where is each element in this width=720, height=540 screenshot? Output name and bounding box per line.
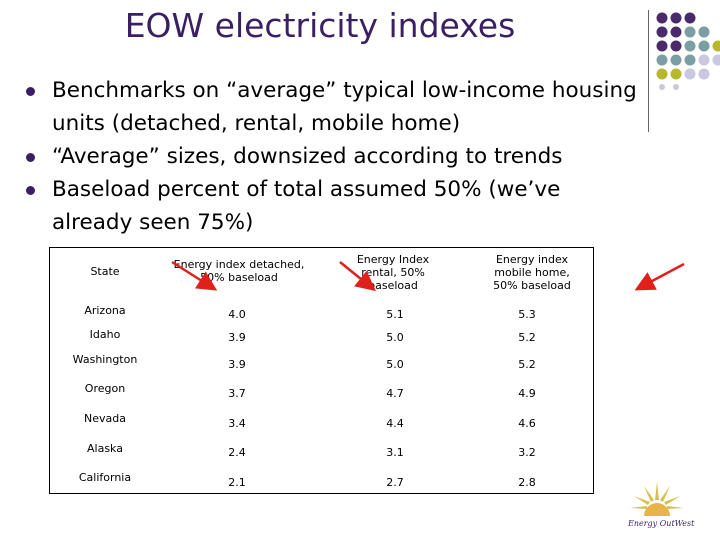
row-state: Alaska	[87, 442, 123, 455]
header-mobile: Energy index mobile home, 50% baseload	[493, 253, 571, 292]
row-detached: 2.4	[228, 446, 246, 459]
row-mobile: 4.6	[518, 417, 536, 430]
row-rental: 4.4	[386, 417, 404, 430]
header-state: State	[90, 265, 120, 278]
data-table: State Energy index detached, 50% baseloa…	[49, 247, 594, 494]
row-rental: 2.7	[386, 476, 404, 489]
row-mobile: 3.2	[518, 446, 536, 459]
logo-text: Energy OutWest	[628, 519, 695, 528]
row-detached: 4.0	[228, 308, 246, 321]
bullet-dot-icon	[26, 153, 35, 162]
row-rental: 3.1	[386, 446, 404, 459]
bullet-item: Baseload percent of total assumed 50% (w…	[22, 173, 642, 239]
bullet-item: “Average” sizes, downsized according to …	[22, 140, 642, 173]
decorative-dots-icon	[656, 12, 720, 90]
header-detached: Energy index detached, 50% baseload	[173, 258, 305, 284]
row-mobile: 2.8	[518, 476, 536, 489]
row-detached: 3.4	[228, 417, 246, 430]
header-rental: Energy Index rental, 50% baseload	[356, 253, 430, 292]
arrow-rental-icon	[339, 261, 376, 292]
row-state: Arizona	[84, 304, 126, 317]
sun-logo-icon	[630, 482, 684, 516]
row-state: Nevada	[84, 412, 126, 425]
row-rental: 5.0	[386, 331, 404, 344]
bullet-list: Benchmarks on “average” typical low-inco…	[22, 74, 642, 239]
bullet-text: Benchmarks on “average” typical low-inco…	[52, 78, 637, 136]
row-rental: 4.7	[386, 387, 404, 400]
slide-title: EOW electricity indexes	[124, 6, 516, 45]
row-detached: 3.9	[228, 331, 246, 344]
row-mobile: 5.3	[518, 308, 536, 321]
row-state: Idaho	[89, 328, 121, 341]
row-detached: 3.7	[228, 387, 246, 400]
bullet-dot-icon	[26, 87, 35, 96]
arrow-detached-icon	[171, 260, 218, 291]
row-rental: 5.1	[386, 308, 404, 321]
row-mobile: 5.2	[518, 331, 536, 344]
bullet-text: “Average” sizes, downsized according to …	[52, 144, 563, 169]
row-rental: 5.0	[386, 358, 404, 371]
row-state: Oregon	[84, 382, 126, 395]
arrow-mobile-icon	[634, 262, 685, 291]
row-state: California	[78, 471, 132, 484]
row-state: Washington	[72, 353, 138, 366]
row-detached: 3.9	[228, 358, 246, 371]
row-detached: 2.1	[228, 476, 246, 489]
row-mobile: 5.2	[518, 358, 536, 371]
row-mobile: 4.9	[518, 387, 536, 400]
bullet-text: Baseload percent of total assumed 50% (w…	[52, 177, 561, 235]
divider-line	[648, 10, 649, 132]
bullet-dot-icon	[26, 186, 35, 195]
bullet-item: Benchmarks on “average” typical low-inco…	[22, 74, 642, 140]
